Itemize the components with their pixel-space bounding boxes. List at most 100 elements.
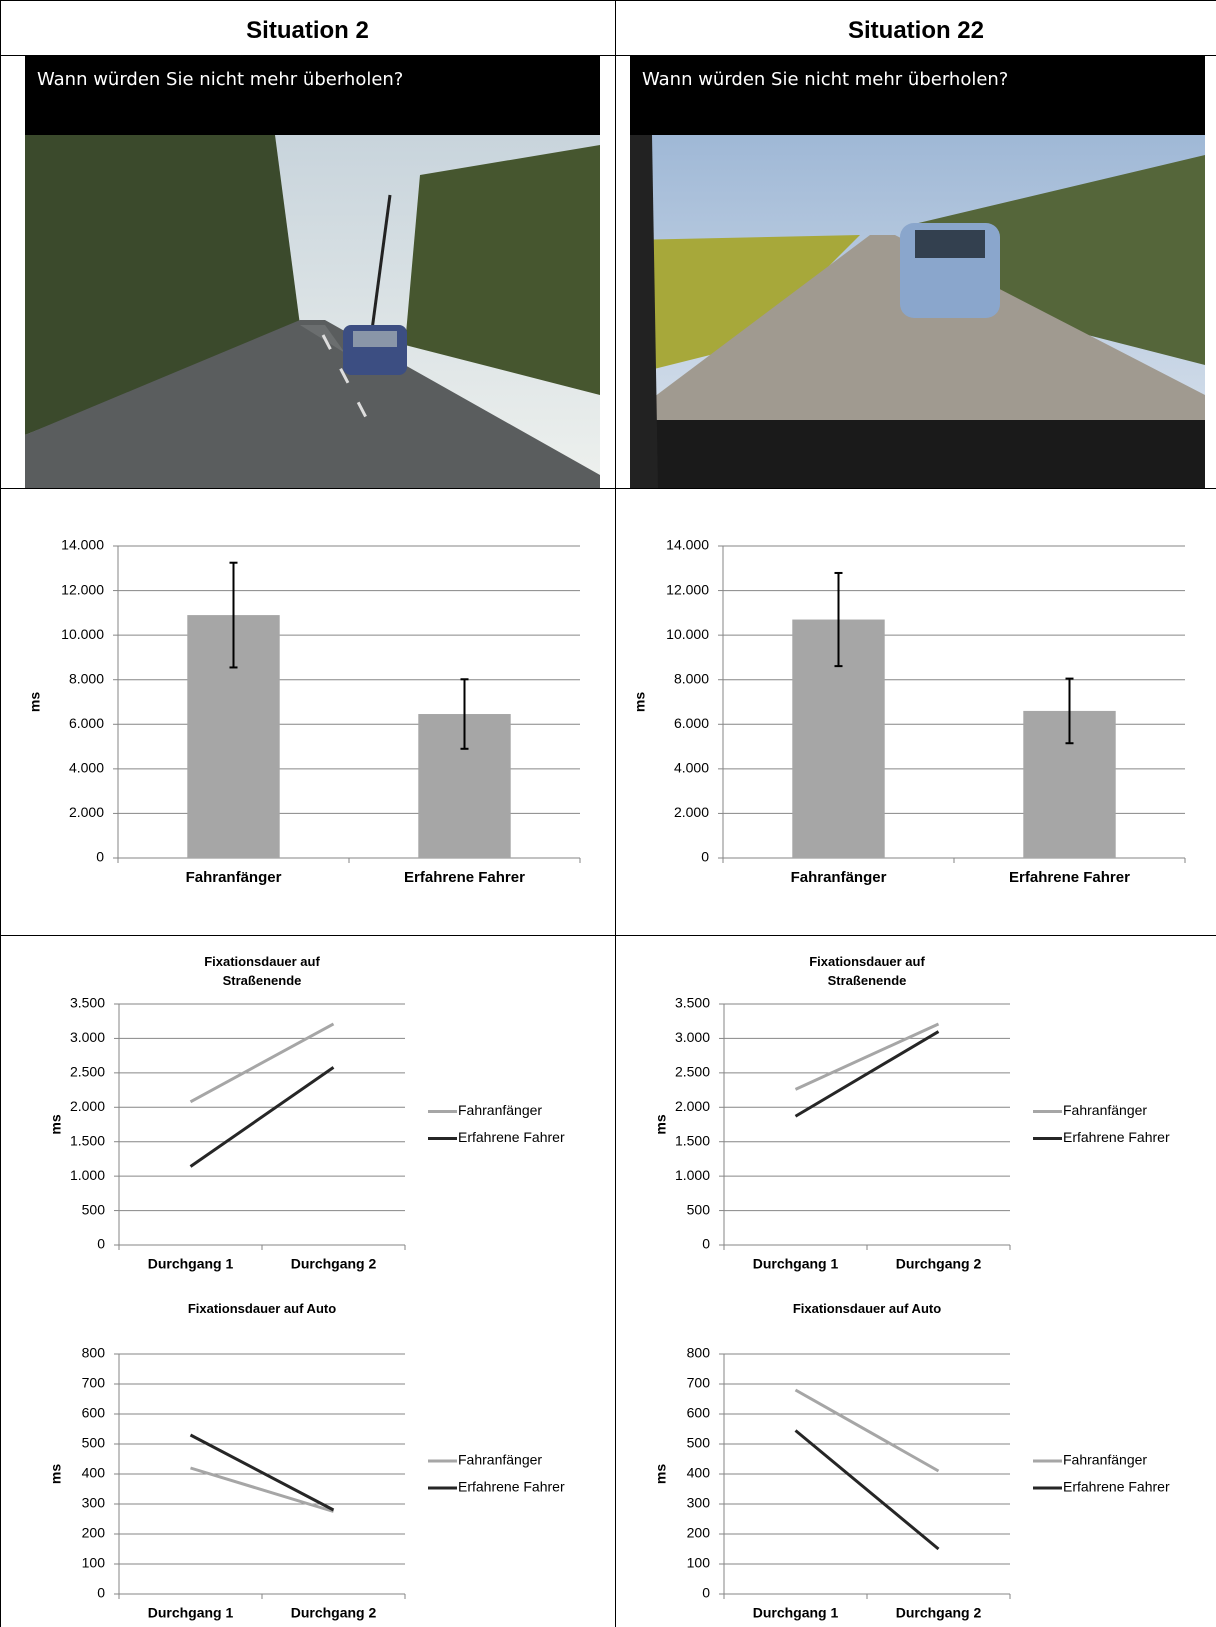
y-tick-label: 14.000 [666, 537, 709, 553]
x-tick-label: Durchgang 1 [753, 1605, 839, 1621]
line [191, 1067, 334, 1166]
y-tick-label: 10.000 [61, 626, 104, 642]
y-tick-label: 500 [82, 1201, 106, 1217]
y-tick-label: 4.000 [674, 760, 709, 776]
y-tick-label: 800 [687, 1345, 711, 1361]
x-tick-label: Fahranfänger [791, 869, 887, 886]
x-tick-label: Durchgang 1 [753, 1256, 839, 1272]
x-tick-label: Durchgang 2 [291, 1605, 377, 1621]
chart-title: Fixationsdauer auf Straßenende [187, 952, 337, 990]
column-title: Situation 2 [0, 0, 615, 55]
x-tick-label: Erfahrene Fahrer [1009, 869, 1130, 886]
y-tick-label: 0 [702, 1236, 710, 1252]
y-tick-label: 8.000 [69, 670, 104, 686]
legend-label: Fahranfänger [1063, 1102, 1147, 1118]
y-tick-label: 2.000 [675, 1098, 710, 1114]
y-tick-label: 200 [82, 1525, 106, 1541]
x-tick-label: Durchgang 2 [896, 1256, 982, 1272]
x-tick-label: Erfahrene Fahrer [404, 869, 525, 886]
y-axis-label: ms [653, 1464, 669, 1484]
video-caption: Wann würden Sie nicht mehr überholen? [642, 69, 1008, 90]
y-tick-label: 800 [82, 1345, 106, 1361]
y-tick-label: 300 [687, 1495, 711, 1511]
line [796, 1024, 939, 1089]
y-tick-label: 400 [687, 1465, 711, 1481]
column-title: Situation 22 [616, 0, 1216, 55]
chart: 0 2.000 4.000 6.000 8.000 10.000 12.000 14.000 m… [0, 488, 600, 933]
y-tick-label: 600 [687, 1405, 711, 1421]
y-tick-label: 0 [702, 1585, 710, 1601]
chart: 0100200300400500600700800msDurchgang 1Du… [0, 1280, 600, 1627]
y-tick-label: 1.000 [70, 1167, 105, 1183]
y-tick-label: 3.500 [675, 995, 710, 1011]
y-tick-label: 8.000 [674, 670, 709, 686]
y-axis-label: ms [48, 1114, 64, 1134]
chart-title: Fixationsdauer auf Auto [792, 1299, 942, 1318]
x-tick-label: Durchgang 2 [291, 1256, 377, 1272]
video-frame: Wann würden Sie nicht mehr überholen? [630, 55, 1205, 488]
y-tick-label: 0 [97, 1585, 105, 1601]
y-tick-label: 500 [82, 1435, 106, 1451]
y-tick-label: 0 [97, 1236, 105, 1252]
y-tick-label: 700 [82, 1375, 106, 1391]
x-tick-label: Durchgang 2 [896, 1605, 982, 1621]
y-tick-label: 2.500 [675, 1064, 710, 1080]
y-tick-label: 300 [82, 1495, 106, 1511]
y-tick-label: 3.000 [675, 1029, 710, 1045]
y-tick-label: 100 [82, 1555, 106, 1571]
legend-label: Fahranfänger [458, 1452, 542, 1468]
legend-label: Fahranfänger [1063, 1452, 1147, 1468]
legend-label: Erfahrene Fahrer [458, 1479, 565, 1495]
line [796, 1032, 939, 1117]
y-tick-label: 4.000 [69, 760, 104, 776]
y-tick-label: 1.000 [675, 1167, 710, 1183]
line [191, 1468, 334, 1512]
y-tick-label: 2.500 [70, 1064, 105, 1080]
y-tick-label: 200 [687, 1525, 711, 1541]
video-image [630, 135, 1205, 488]
y-tick-label: 2.000 [69, 804, 104, 820]
y-tick-label: 700 [687, 1375, 711, 1391]
legend-label: Erfahrene Fahrer [458, 1129, 565, 1145]
y-tick-label: 0 [96, 849, 104, 865]
legend-label: Fahranfänger [458, 1102, 542, 1118]
video-frame: Wann würden Sie nicht mehr überholen? [25, 55, 600, 488]
y-axis-label: ms [48, 1464, 64, 1484]
y-tick-label: 500 [687, 1201, 711, 1217]
legend-label: Erfahrene Fahrer [1063, 1129, 1170, 1145]
video-image [25, 135, 600, 488]
y-tick-label: 14.000 [61, 537, 104, 553]
chart-title: Fixationsdauer auf Straßenende [792, 952, 942, 990]
legend-label: Erfahrene Fahrer [1063, 1479, 1170, 1495]
line [796, 1431, 939, 1550]
y-tick-label: 600 [82, 1405, 106, 1421]
y-axis-label: ms [632, 692, 648, 712]
y-tick-label: 1.500 [70, 1132, 105, 1148]
y-tick-label: 6.000 [69, 715, 104, 731]
y-tick-label: 12.000 [666, 581, 709, 597]
chart: 0 2.000 4.000 6.000 8.000 10.000 12.000 14.000 m… [605, 488, 1205, 933]
x-tick-label: Durchgang 1 [148, 1605, 234, 1621]
x-tick-label: Durchgang 1 [148, 1256, 234, 1272]
chart: 0 500 1.000 1.500 2.000 2.500 3.000 3.500 ms Durc… [605, 940, 1205, 1280]
y-axis-label: ms [653, 1114, 669, 1134]
chart: 0 500 1.000 1.500 2.000 2.500 3.000 3.500 ms Durc… [0, 940, 600, 1280]
y-tick-label: 2.000 [674, 804, 709, 820]
y-axis-label: ms [27, 692, 43, 712]
chart-title: Fixationsdauer auf Auto [187, 1299, 337, 1318]
y-tick-label: 12.000 [61, 581, 104, 597]
y-tick-label: 10.000 [666, 626, 709, 642]
y-tick-label: 500 [687, 1435, 711, 1451]
y-tick-label: 2.000 [70, 1098, 105, 1114]
y-tick-label: 0 [701, 849, 709, 865]
y-tick-label: 3.500 [70, 995, 105, 1011]
y-tick-label: 6.000 [674, 715, 709, 731]
line [796, 1390, 939, 1471]
y-tick-label: 1.500 [675, 1132, 710, 1148]
x-tick-label: Fahranfänger [186, 869, 282, 886]
line [191, 1024, 334, 1102]
y-tick-label: 3.000 [70, 1029, 105, 1045]
border [0, 935, 1216, 936]
video-caption: Wann würden Sie nicht mehr überholen? [37, 69, 403, 90]
